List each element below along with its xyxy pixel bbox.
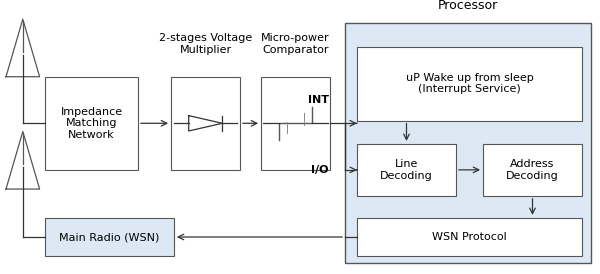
- Bar: [483, 144, 582, 196]
- Polygon shape: [6, 19, 40, 77]
- Text: INT: INT: [308, 95, 329, 105]
- Polygon shape: [188, 116, 223, 131]
- Bar: [357, 144, 456, 196]
- Bar: [357, 47, 582, 121]
- Bar: [45, 77, 138, 170]
- Text: ATMEGA16
Processor: ATMEGA16 Processor: [434, 0, 502, 12]
- Text: uP Wake up from sleep
(Interrupt Service): uP Wake up from sleep (Interrupt Service…: [406, 73, 533, 94]
- Bar: [261, 77, 330, 170]
- Polygon shape: [6, 132, 40, 189]
- Text: 2-stages Voltage
Multiplier: 2-stages Voltage Multiplier: [159, 33, 252, 55]
- Text: Address
Decoding: Address Decoding: [506, 159, 559, 181]
- Text: WSN Protocol: WSN Protocol: [432, 232, 507, 242]
- Bar: [171, 77, 240, 170]
- Text: Impedance
Matching
Network: Impedance Matching Network: [61, 107, 122, 140]
- Text: I/O: I/O: [311, 165, 329, 175]
- Bar: [345, 23, 591, 263]
- Text: Main Radio (WSN): Main Radio (WSN): [59, 232, 160, 242]
- Text: Micro-power
Comparator: Micro-power Comparator: [261, 33, 330, 55]
- Text: Line
Decoding: Line Decoding: [380, 159, 433, 181]
- Bar: [357, 218, 582, 256]
- Bar: [45, 218, 174, 256]
